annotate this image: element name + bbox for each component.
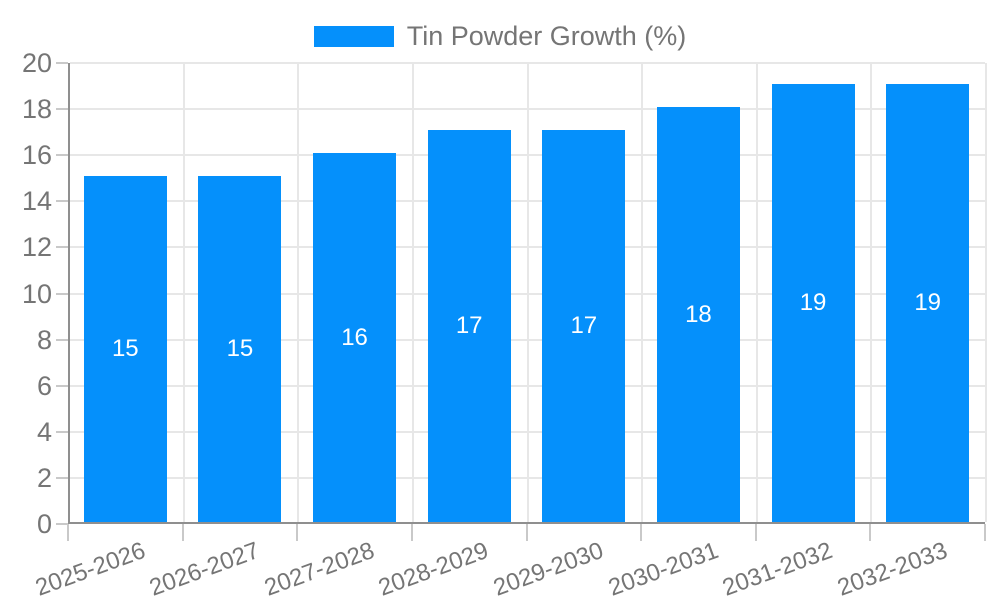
bar[interactable]: 17	[542, 130, 626, 522]
bar[interactable]: 18	[656, 107, 740, 522]
bar[interactable]: 19	[771, 84, 855, 522]
x-gridline	[411, 63, 414, 522]
x-gridline	[985, 63, 987, 522]
y-axis-tick-label: 6	[36, 370, 52, 401]
x-axis-tick-label: 2029-2030	[489, 537, 608, 600]
x-gridline	[526, 63, 529, 522]
y-tick-mark	[56, 292, 68, 295]
x-tick-mark	[67, 524, 69, 541]
x-tick-mark	[410, 524, 413, 541]
bar-value-label: 15	[111, 335, 139, 363]
x-gridline	[297, 63, 300, 522]
bar[interactable]: 15	[198, 176, 282, 522]
x-tick-mark	[869, 524, 872, 541]
y-tick-mark	[56, 338, 68, 341]
y-axis-tick-label: 0	[36, 509, 52, 539]
x-tick-mark	[984, 524, 986, 541]
y-axis-tick-label: 8	[36, 324, 52, 355]
legend[interactable]: Tin Powder Growth (%)	[0, 21, 1000, 52]
x-tick-mark	[640, 524, 643, 541]
y-tick-mark	[56, 108, 68, 111]
y-axis-tick-label: 4	[36, 416, 52, 447]
y-tick-mark	[56, 430, 68, 433]
y-axis-tick-label: 20	[21, 48, 52, 78]
bar-value-label: 19	[799, 289, 827, 317]
bar-value-label: 19	[914, 289, 942, 317]
y-tick-mark	[56, 523, 68, 525]
bar[interactable]: 15	[83, 176, 167, 522]
x-axis-tick-label: 2027-2028	[260, 537, 378, 600]
x-gridline	[755, 63, 758, 522]
x-gridline	[641, 63, 644, 522]
plot-area: 15 15 16 17 17 18 19 19	[68, 62, 987, 524]
bar[interactable]: 16	[313, 153, 397, 522]
x-tick-mark	[181, 524, 184, 541]
y-axis-tick-label: 18	[21, 94, 52, 125]
y-tick-mark	[56, 154, 68, 157]
y-tick-mark	[56, 200, 68, 203]
bar-value-label: 17	[455, 312, 483, 340]
y-tick-mark	[56, 62, 68, 64]
x-axis-tick-label: 2026-2027	[146, 537, 264, 600]
x-tick-mark	[754, 524, 757, 541]
x-tick-mark	[525, 524, 528, 541]
y-axis-tick-label: 12	[21, 232, 52, 263]
y-tick-mark	[56, 476, 68, 479]
x-axis-tick-label: 2030-2031	[604, 537, 722, 600]
y-tick-mark	[56, 246, 68, 249]
bar[interactable]: 19	[886, 84, 970, 522]
bar-value-label: 16	[341, 323, 368, 351]
y-axis-tick-label: 14	[21, 186, 52, 217]
x-axis-tick-label: 2025-2026	[31, 537, 149, 600]
x-gridline	[182, 63, 185, 522]
y-axis-tick-label: 16	[21, 140, 52, 171]
x-tick-mark	[296, 524, 299, 541]
bar-value-label: 18	[685, 300, 712, 328]
x-axis-tick-label: 2031-2032	[719, 537, 837, 600]
legend-label: Tin Powder Growth (%)	[406, 21, 687, 51]
x-gridline	[870, 63, 873, 522]
y-tick-mark	[56, 384, 68, 387]
legend-swatch-icon	[313, 26, 394, 47]
x-axis-tick-label: 2028-2029	[375, 537, 493, 600]
bar-value-label: 17	[570, 312, 598, 340]
y-axis-tick-label: 10	[21, 278, 52, 309]
bar-value-label: 15	[226, 335, 254, 363]
x-axis-tick-label: 2032-2033	[833, 537, 951, 600]
bar[interactable]: 17	[427, 130, 511, 522]
y-axis-tick-label: 2	[36, 462, 52, 493]
